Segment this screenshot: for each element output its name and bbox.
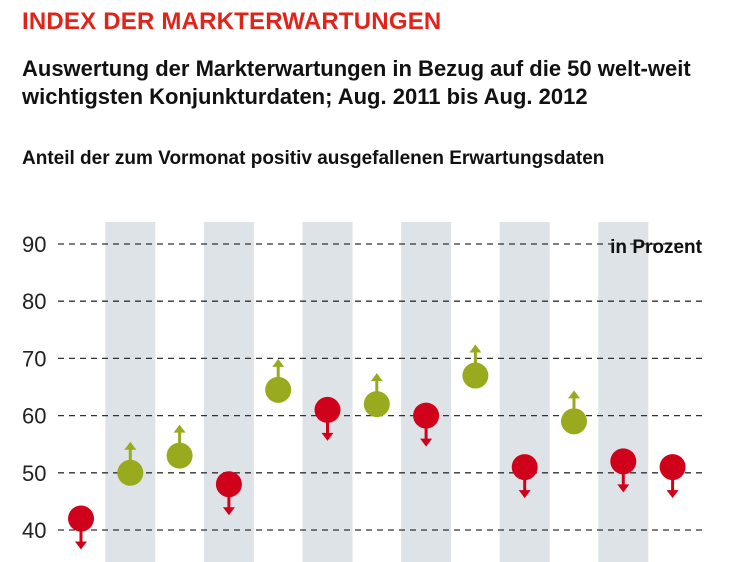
data-point-marker	[166, 442, 193, 469]
column-band	[105, 222, 156, 562]
chart-heading: Anteil der zum Vormonat positiv ausgefal…	[22, 148, 605, 169]
data-point-marker	[314, 396, 341, 423]
y-tick-label: 80	[22, 289, 46, 314]
data-point	[363, 373, 390, 418]
data-point	[117, 441, 144, 486]
data-point-marker	[413, 402, 440, 429]
data-point	[166, 424, 193, 469]
data-point-marker	[511, 454, 538, 481]
data-point-marker	[117, 459, 144, 486]
data-point	[511, 454, 538, 499]
data-point-marker	[659, 454, 686, 481]
chart-subtitle: Auswertung der Markterwartungen in Bezug…	[22, 56, 691, 109]
chart-title: INDEX DER MARKTERWARTUNGEN	[22, 8, 442, 35]
arrow-up-icon	[370, 373, 383, 382]
data-point-marker	[68, 505, 94, 532]
arrow-down-icon	[222, 507, 235, 516]
column-band	[401, 222, 452, 562]
data-point-marker	[610, 448, 637, 475]
arrow-up-icon	[469, 344, 482, 353]
arrow-up-icon	[272, 358, 285, 367]
data-point-marker	[462, 362, 489, 389]
data-point-marker	[265, 376, 292, 403]
data-points	[68, 344, 686, 550]
data-point	[610, 448, 637, 493]
column-band	[598, 222, 649, 562]
arrow-down-icon	[518, 490, 531, 499]
arrow-down-icon	[617, 484, 630, 493]
y-tick-label: 40	[22, 518, 46, 543]
data-point	[68, 505, 94, 550]
y-tick-label: 70	[22, 346, 46, 371]
y-tick-label: 60	[22, 404, 46, 429]
data-point	[215, 471, 242, 516]
data-point	[265, 358, 292, 403]
y-tick-label: 90	[22, 232, 46, 257]
unit-label: in Prozent	[610, 237, 703, 258]
data-point	[561, 390, 587, 435]
data-point-marker	[561, 408, 587, 435]
data-point-marker	[363, 391, 390, 418]
y-axis-tick-labels: 90 80 70 60 50 40	[22, 232, 46, 543]
arrow-down-icon	[321, 432, 334, 441]
column-bands	[105, 222, 649, 562]
arrow-up-icon	[568, 390, 580, 399]
arrow-down-icon	[420, 438, 433, 447]
data-point	[659, 454, 686, 499]
data-point	[413, 402, 440, 447]
arrow-down-icon	[75, 541, 87, 550]
y-tick-label: 50	[22, 461, 46, 486]
data-point	[314, 396, 341, 441]
data-point	[462, 344, 489, 389]
column-band	[302, 222, 353, 562]
arrow-down-icon	[666, 490, 679, 499]
data-point-marker	[215, 471, 242, 498]
arrow-up-icon	[173, 424, 186, 433]
arrow-up-icon	[124, 441, 137, 450]
column-band	[499, 222, 550, 562]
